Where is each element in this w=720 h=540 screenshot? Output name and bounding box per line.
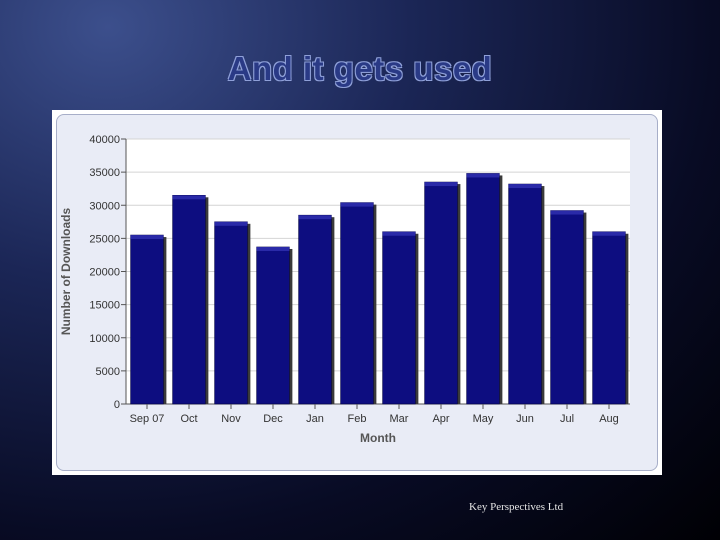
chart-frame: 0 5000 10000 15000 20000 25000 30000 35000 40000… [52, 110, 662, 475]
x-tick-label: Jun [516, 413, 534, 425]
x-tick-label: Nov [221, 413, 241, 425]
bar-top-highlight [550, 210, 584, 215]
y-tick-label: 30000 [89, 200, 120, 212]
y-tick-label: 0 [114, 399, 120, 411]
bar-top-highlight [466, 173, 500, 178]
bar [508, 183, 542, 405]
x-tick-label: Jul [560, 413, 574, 425]
bar-top-highlight [340, 202, 374, 207]
x-tick-label: Dec [263, 413, 283, 425]
y-tick-label: 25000 [89, 233, 120, 245]
y-tick-label: 10000 [89, 333, 120, 345]
bar-top-highlight [424, 182, 458, 187]
bar [340, 202, 374, 405]
bar-top-highlight [382, 231, 416, 236]
x-tick-label: Oct [180, 413, 197, 425]
bar [382, 231, 416, 405]
y-axis-label: Number of Downloads [59, 208, 73, 336]
bar-top-highlight [592, 231, 626, 236]
bar [214, 221, 248, 405]
bar [466, 173, 500, 405]
bar [256, 246, 290, 405]
y-tick-label: 5000 [96, 366, 120, 378]
x-tick-label: May [473, 413, 494, 425]
bar-top-highlight [214, 221, 248, 226]
bar-top-highlight [130, 235, 164, 240]
x-tick-label: Apr [432, 413, 449, 425]
x-axis-label: Month [360, 431, 396, 445]
y-tick-label: 35000 [89, 167, 120, 179]
y-tick-label: 20000 [89, 267, 120, 279]
y-tick-label: 40000 [89, 134, 120, 146]
bar [550, 210, 584, 405]
bar-top-highlight [508, 184, 542, 189]
bar [130, 234, 164, 405]
bar-top-highlight [256, 246, 290, 251]
bar [298, 214, 332, 405]
x-tick-label: Jan [306, 413, 324, 425]
bar-top-highlight [172, 195, 206, 200]
bar [592, 231, 626, 405]
bar-chart: 0 5000 10000 15000 20000 25000 30000 35000 40000… [59, 134, 630, 445]
y-tick-label: 15000 [89, 300, 120, 312]
bar [424, 181, 458, 405]
bar [172, 195, 206, 405]
slide-title: And it gets used [227, 50, 493, 87]
x-tick-label: Feb [348, 413, 367, 425]
bar-top-highlight [298, 215, 332, 220]
x-tick-label: Aug [599, 413, 619, 425]
x-tick-label: Mar [390, 413, 409, 425]
x-tick-label: Sep 07 [130, 413, 165, 425]
footer-credit: Key Perspectives Ltd [469, 501, 564, 513]
